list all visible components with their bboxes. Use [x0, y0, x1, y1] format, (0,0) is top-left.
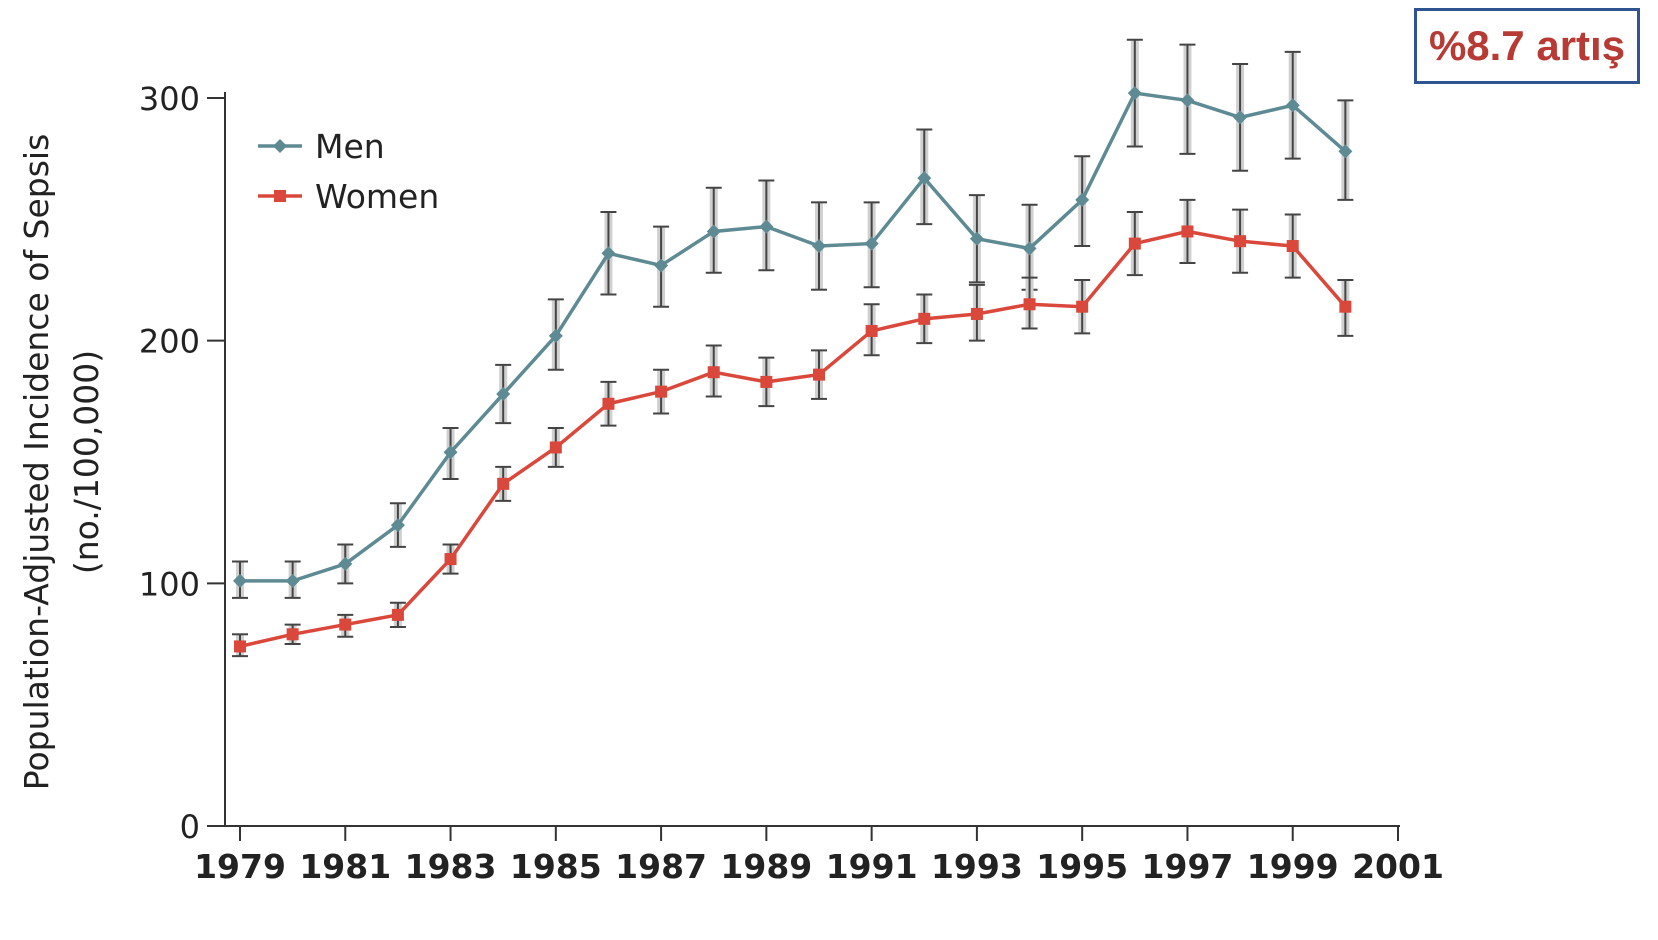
men-point	[601, 246, 616, 261]
men-point	[864, 236, 879, 251]
women-point	[655, 385, 668, 398]
men-point	[917, 171, 932, 186]
x-tick-label: 1991	[826, 847, 918, 886]
women-point	[1234, 235, 1247, 248]
series-layer	[232, 38, 1354, 658]
legend-men-label: Men	[315, 127, 385, 166]
legend-men-marker	[273, 139, 287, 153]
y-tick-label: 0	[180, 808, 200, 846]
women-point	[444, 553, 457, 566]
men-point	[812, 239, 826, 254]
women-point	[234, 640, 246, 653]
increase-callout: %8.7 artış	[1414, 8, 1640, 84]
legend: Men Women	[258, 127, 439, 216]
men-point	[654, 258, 669, 273]
x-tick-label: 1989	[720, 847, 812, 886]
x-tick-label: 2001	[1352, 847, 1444, 886]
women-point	[1128, 237, 1141, 250]
x-tick-label: 1987	[615, 847, 707, 886]
women-point	[813, 368, 825, 381]
x-tick-label: 1993	[931, 847, 1023, 886]
y-tick-label: 200	[139, 323, 200, 361]
men-point	[969, 231, 984, 246]
men-point	[1233, 110, 1248, 125]
legend-women-label: Women	[315, 177, 439, 216]
men-point	[1285, 98, 1300, 113]
women-point	[1023, 298, 1036, 311]
y-tick-label: 100	[139, 565, 200, 603]
x-tick-label: 1981	[299, 847, 391, 886]
x-tick-label: 1979	[194, 847, 286, 886]
increase-callout-text: %8.7 artış	[1428, 22, 1626, 69]
y-axis-label: Population-Adjusted Incidence of Sepsis	[17, 134, 56, 791]
men-point	[1338, 144, 1353, 159]
women-point	[339, 618, 352, 631]
women-point	[1076, 300, 1089, 313]
x-tick-label: 1985	[510, 847, 602, 886]
women-point	[707, 366, 720, 379]
x-tick-label: 1995	[1036, 847, 1128, 886]
men-point	[706, 224, 721, 239]
men-point	[548, 328, 563, 343]
men-point	[1022, 241, 1037, 256]
axes: 0 100 200 300 1979 1981 1983 1985 1987 1989 1991 19…	[139, 80, 1444, 886]
women-line	[239, 229, 1347, 649]
women-point	[918, 312, 931, 325]
men-point	[390, 518, 405, 533]
men-line	[240, 91, 1347, 583]
men-point	[1127, 86, 1142, 101]
men-point	[338, 556, 353, 571]
women-point	[602, 397, 615, 410]
women-point	[549, 441, 562, 454]
women-point	[1286, 240, 1299, 253]
y-axis-label-units: (no./100,000)	[67, 350, 106, 574]
x-tick-label: 1983	[405, 847, 497, 886]
women-point	[1339, 300, 1352, 313]
axis-labels: Population-Adjusted Incidence of Sepsis …	[17, 134, 106, 791]
men-point	[443, 445, 458, 460]
series-men	[232, 38, 1354, 599]
x-tick-label: 1997	[1142, 847, 1234, 886]
men-point	[496, 387, 511, 402]
x-tick-label: 1999	[1247, 847, 1339, 886]
men-point	[759, 219, 774, 234]
women-point	[970, 307, 983, 320]
legend-women-marker	[274, 190, 286, 202]
series-women	[232, 198, 1354, 658]
y-tick-label: 300	[139, 80, 200, 118]
men-point	[1180, 93, 1195, 108]
women-point	[865, 324, 878, 337]
women-point	[497, 477, 510, 490]
women-point	[760, 375, 773, 388]
men-point	[1075, 192, 1090, 207]
women-point	[286, 628, 299, 641]
men-point	[285, 573, 300, 588]
men-point	[233, 573, 247, 588]
women-point	[1181, 225, 1194, 238]
women-point	[391, 608, 404, 621]
